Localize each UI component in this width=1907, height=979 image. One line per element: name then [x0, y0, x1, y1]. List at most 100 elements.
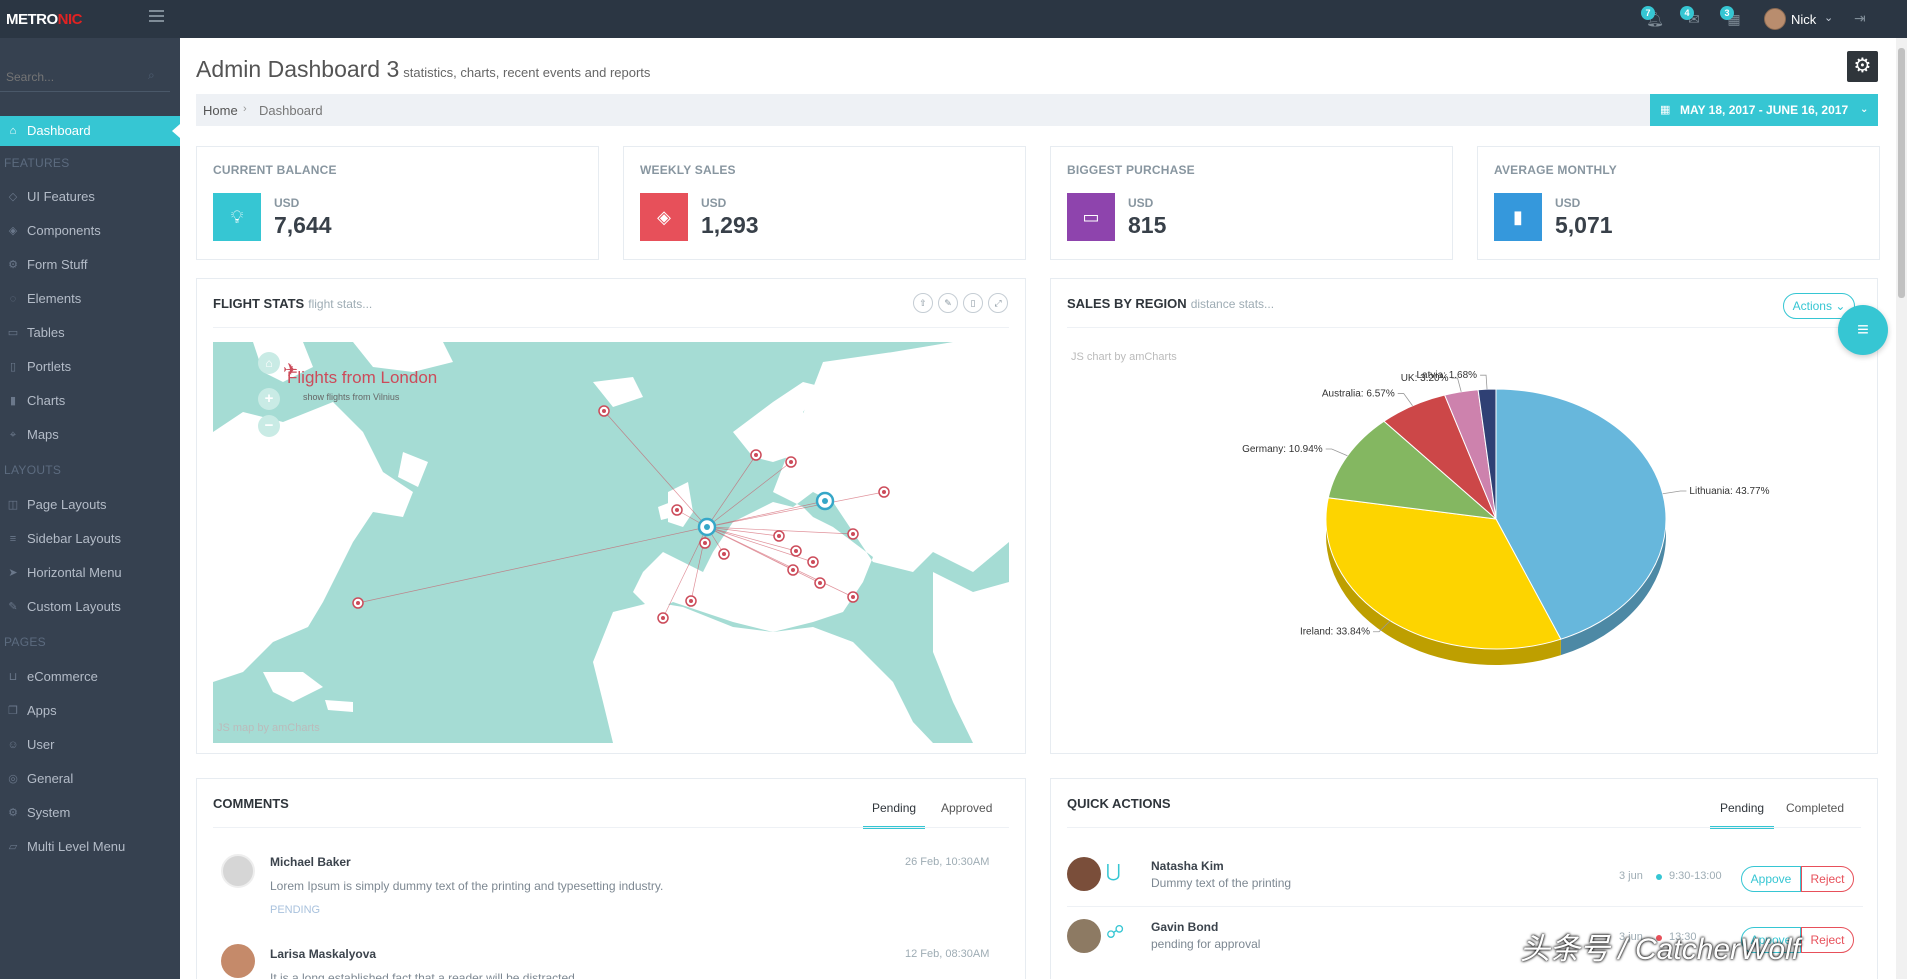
- pie-slice[interactable]: [1325, 497, 1562, 650]
- logo-main: METRO: [6, 11, 58, 28]
- sidebar-item-label: Elements: [27, 291, 82, 306]
- stat-title: CURRENT BALANCE: [213, 163, 337, 177]
- tab-approved[interactable]: Approved: [941, 801, 993, 815]
- sidebar-item-charts[interactable]: ▮ Charts: [0, 386, 180, 416]
- sidebar-item-apps[interactable]: ❐ Apps: [0, 696, 180, 726]
- sidebar-item-multi-level-menu[interactable]: ▱ Multi Level Menu: [0, 832, 180, 862]
- approve-button[interactable]: Appove: [1741, 927, 1801, 953]
- avatar: [221, 944, 255, 978]
- sidebar-item-user[interactable]: ☺ User: [0, 730, 180, 760]
- sidebar-item-label: Charts: [27, 393, 66, 408]
- stat-average-monthly: AVERAGE MONTHLY ▮ USD 5,071: [1477, 146, 1880, 260]
- tab-completed[interactable]: Completed: [1786, 801, 1845, 815]
- cloud-upload-icon[interactable]: ⇧: [913, 293, 933, 313]
- map-subtitle[interactable]: show flights from Vilnius: [303, 392, 400, 402]
- reject-button[interactable]: Reject: [1801, 927, 1854, 953]
- zoom-out-icon[interactable]: −: [258, 415, 280, 437]
- menu-icon: ≡: [1857, 319, 1869, 341]
- sidebar-heading-layouts: LAYOUTS: [4, 463, 62, 477]
- page-subtitle: statistics, charts, recent events and re…: [403, 65, 651, 80]
- chevron-right-icon: ›: [243, 103, 247, 115]
- map-title[interactable]: Flights from London: [287, 368, 438, 387]
- reject-button[interactable]: Reject: [1801, 866, 1854, 892]
- wrench-icon[interactable]: ✎: [938, 293, 958, 313]
- app-logo[interactable]: METRONIC: [6, 11, 83, 28]
- user-avatar[interactable]: [1764, 8, 1786, 30]
- stat-value: 1,293: [701, 212, 759, 238]
- pie-slice[interactable]: [1477, 388, 1497, 520]
- watermark: 头条号 / CatcherWolf: [1520, 933, 1801, 966]
- sidebar-item-label: Sidebar Layouts: [27, 531, 121, 546]
- gear-icon: ⚙: [8, 807, 18, 819]
- gear-icon[interactable]: ⚙: [1847, 51, 1878, 82]
- portlet-subtitle: flight stats...: [308, 297, 373, 311]
- magnet-icon: ⋃: [1106, 861, 1121, 881]
- notifications-badge: 7: [1641, 6, 1655, 20]
- sidebar-item-general[interactable]: ◎ General: [0, 764, 180, 794]
- portlet-title: QUICK ACTIONS: [1067, 796, 1171, 811]
- chevron-down-icon[interactable]: ⌄: [1824, 12, 1834, 24]
- zoom-in-icon[interactable]: +: [258, 388, 280, 410]
- sidebar-item-portlets[interactable]: ▯ Portlets: [0, 352, 180, 382]
- comment-author[interactable]: Larisa Maskalyova: [270, 947, 377, 961]
- home-icon: ⌂: [9, 125, 17, 137]
- pie-slice[interactable]: [1327, 420, 1498, 520]
- sidebar-item-page-layouts[interactable]: ◫ Page Layouts: [0, 490, 180, 520]
- sidebar-item-custom-layouts[interactable]: ✎ Custom Layouts: [0, 592, 180, 622]
- trash-icon[interactable]: ▯: [963, 293, 983, 313]
- social-icon: ◎: [8, 773, 18, 785]
- bell-icon[interactable]: 🔔︎ 7: [1641, 6, 1665, 28]
- approve-button[interactable]: Appove: [1741, 866, 1801, 892]
- sidebar-item-elements[interactable]: ◌ Elements: [0, 284, 180, 314]
- action-text: Dummy text of the printing: [1151, 876, 1292, 890]
- map-credit[interactable]: JS map by amCharts: [217, 722, 320, 734]
- menu-toggle-icon[interactable]: [149, 10, 164, 22]
- sidebar-item-maps[interactable]: ⌖ Maps: [0, 420, 180, 450]
- stat-value: 815: [1128, 212, 1167, 238]
- wallet-icon: ▯: [9, 361, 17, 373]
- divider: [1067, 906, 1863, 907]
- search-icon[interactable]: ⌕: [148, 68, 155, 82]
- logout-icon[interactable]: ⇥: [1854, 10, 1866, 26]
- sidebar-item-dashboard[interactable]: ⌂ Dashboard: [0, 116, 180, 146]
- sidebar-item-ui-features[interactable]: ◇ UI Features: [0, 182, 180, 212]
- sidebar: ⌕ ⌂ Dashboard FEATURES ◇ UI Features ◈ Comp…: [0, 38, 180, 979]
- stat-title: AVERAGE MONTHLY: [1494, 163, 1618, 177]
- tab-pending[interactable]: Pending: [1710, 801, 1775, 829]
- comment-author[interactable]: Michael Baker: [270, 855, 351, 869]
- fullscreen-icon[interactable]: ⤢: [988, 293, 1008, 313]
- scrollbar-thumb[interactable]: [1898, 48, 1905, 298]
- date-range-picker[interactable]: ▦ MAY 18, 2017 - JUNE 16, 2017 ⌄: [1650, 94, 1878, 126]
- home-icon[interactable]: ⌂: [258, 352, 280, 374]
- sidebar-item-form-stuff[interactable]: ⚙ Form Stuff: [0, 250, 180, 280]
- comment-icon: ☍: [1106, 922, 1125, 942]
- pie-label-line: [1451, 377, 1462, 392]
- sidebar-item-ecommerce[interactable]: ⊔ eCommerce: [0, 662, 180, 692]
- action-name[interactable]: Natasha Kim: [1151, 859, 1224, 873]
- portlet-title-text: FLIGHT STATS: [213, 296, 305, 311]
- user-name[interactable]: Nick: [1791, 12, 1817, 27]
- breadcrumb-home-link[interactable]: Home: [203, 103, 238, 118]
- envelope-icon[interactable]: ✉︎ 4: [1680, 6, 1704, 28]
- quick-menu-fab[interactable]: ≡: [1838, 305, 1888, 355]
- world-map: [213, 342, 1009, 743]
- sidebar-item-label: Tables: [27, 325, 65, 340]
- comment-text: Lorem Ipsum is simply dummy text of the …: [270, 879, 664, 893]
- chart-credit[interactable]: JS chart by amCharts: [1071, 351, 1177, 363]
- tab-pending[interactable]: Pending: [863, 801, 926, 829]
- sidebar-item-system[interactable]: ⚙ System: [0, 798, 180, 828]
- stat-currency: USD: [274, 196, 300, 210]
- search-input[interactable]: [6, 70, 136, 84]
- comment-date: 12 Feb, 08:30AM: [905, 948, 990, 960]
- action-name[interactable]: Gavin Bond: [1151, 920, 1219, 934]
- sidebar-item-label: Custom Layouts: [27, 599, 121, 614]
- sidebar-item-tables[interactable]: ▭ Tables: [0, 318, 180, 348]
- sidebar-item-sidebar-layouts[interactable]: ≡ Sidebar Layouts: [0, 524, 180, 554]
- sidebar-item-horizontal-menu[interactable]: ➤ Horizontal Menu: [0, 558, 180, 588]
- sidebar-item-components[interactable]: ◈ Components: [0, 216, 180, 246]
- page-scrollbar[interactable]: [1896, 38, 1907, 979]
- flight-map[interactable]: ✈ ⌂ + − Flights from London show flights…: [213, 342, 1009, 743]
- pie-label: Australia: 6.57%: [1322, 389, 1395, 400]
- docs-icon: ❐: [8, 705, 18, 717]
- calendar-icon[interactable]: ▦ 3: [1720, 6, 1744, 28]
